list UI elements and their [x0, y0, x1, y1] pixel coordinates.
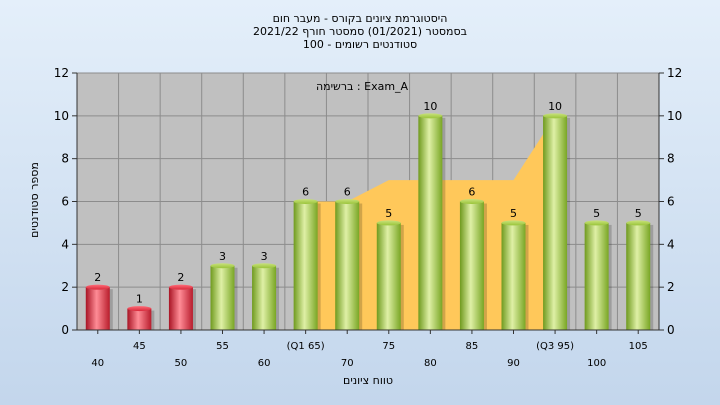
bar-cap — [626, 220, 651, 226]
data-label: 2 — [177, 271, 184, 284]
x-tick-label: 50 — [175, 358, 188, 369]
bar-60 — [252, 265, 277, 330]
x-tick-label: 40 — [91, 358, 104, 369]
bar-cap — [168, 284, 193, 290]
bar-(Q1 65) — [293, 201, 318, 330]
x-axis-title: טווח ציונים — [343, 374, 393, 387]
y-tick-label-left: 10 — [54, 109, 69, 123]
bar-85 — [459, 201, 484, 330]
x-tick-label: 45 — [133, 341, 146, 352]
chart-title-line-2: בסמסטר (01/2021) סמסטר חורף 2021/22 — [253, 25, 467, 38]
data-label: 6 — [468, 186, 475, 199]
x-tick-label: 85 — [466, 341, 479, 352]
bar-45 — [127, 308, 152, 330]
x-tick-label: 100 — [587, 358, 606, 369]
bar-cap — [210, 263, 235, 269]
data-label: 10 — [548, 100, 562, 113]
bar-cap — [376, 220, 401, 226]
x-tick-label: (Q3 95) — [536, 341, 574, 352]
bar-(Q3 95) — [543, 115, 568, 330]
data-label: 1 — [136, 293, 143, 306]
data-label: 5 — [385, 207, 392, 220]
chart-title-block: היסטוגרמת ציונים בקורס - מעבר חום בסמסטר… — [253, 12, 467, 51]
y-tick-label-left: 2 — [61, 280, 69, 294]
data-label: 2 — [94, 271, 101, 284]
bar-cap — [293, 199, 318, 204]
data-label: 6 — [302, 186, 309, 199]
y-tick-label-left: 0 — [61, 323, 69, 337]
y-tick-label-left: 8 — [61, 152, 69, 166]
x-tick-label: 60 — [258, 358, 271, 369]
x-tick-label: 90 — [507, 358, 520, 369]
bar-cap — [252, 263, 277, 269]
bar-cap — [418, 113, 443, 119]
bar-cap — [501, 220, 526, 226]
data-label: 3 — [219, 250, 226, 263]
bar-75 — [376, 222, 401, 330]
bars — [85, 113, 654, 330]
y-tick-label-right: 0 — [667, 323, 675, 337]
bar-cap — [584, 220, 609, 226]
y-tick-label-right: 4 — [667, 237, 675, 251]
legend-text: ברשימה : Exam_A — [316, 80, 409, 93]
bar-105 — [626, 222, 651, 330]
bar-70 — [335, 201, 360, 330]
chart-title-line-1: היסטוגרמת ציונים בקורס - מעבר חום — [273, 12, 448, 25]
bar-80 — [418, 115, 443, 330]
x-tick-label: (Q1 65) — [287, 341, 325, 352]
data-label: 5 — [510, 207, 517, 220]
bar-90 — [501, 222, 526, 330]
y-tick-label-right: 8 — [667, 152, 675, 166]
chart-title-line-3: סטודנטים רשומים - 100 — [303, 38, 417, 51]
y-tick-label-right: 2 — [667, 280, 675, 294]
x-tick-label: 70 — [341, 358, 354, 369]
x-tick-label: 55 — [216, 341, 229, 352]
data-label: 3 — [261, 250, 268, 263]
bar-cap — [85, 284, 110, 290]
y-tick-label-right: 10 — [667, 109, 682, 123]
bar-cap — [335, 199, 360, 204]
data-label: 5 — [593, 207, 600, 220]
bar-cap — [127, 306, 152, 312]
bar-55 — [210, 265, 235, 330]
y-tick-label-left: 6 — [61, 195, 69, 209]
y-tick-label-right: 6 — [667, 195, 675, 209]
bar-cap — [543, 113, 568, 119]
data-label: 5 — [635, 207, 642, 220]
y-tick-label-left: 12 — [54, 66, 69, 80]
y-tick-label-left: 4 — [61, 237, 69, 251]
x-tick-label: 80 — [424, 358, 437, 369]
bar-cap — [459, 199, 484, 204]
data-label: 10 — [423, 100, 437, 113]
x-tick-label: 105 — [629, 341, 648, 352]
bar-50 — [168, 287, 193, 330]
y-axis-title: מספר סטודנטים — [28, 162, 41, 238]
data-labels: 2 1 2 3 3 6 6 5 10 6 5 10 5 5 — [94, 100, 641, 306]
bar-100 — [584, 222, 609, 330]
bar-40 — [85, 287, 110, 330]
x-tick-label: 75 — [382, 341, 395, 352]
data-label: 6 — [344, 186, 351, 199]
y-tick-label-right: 12 — [667, 66, 682, 80]
